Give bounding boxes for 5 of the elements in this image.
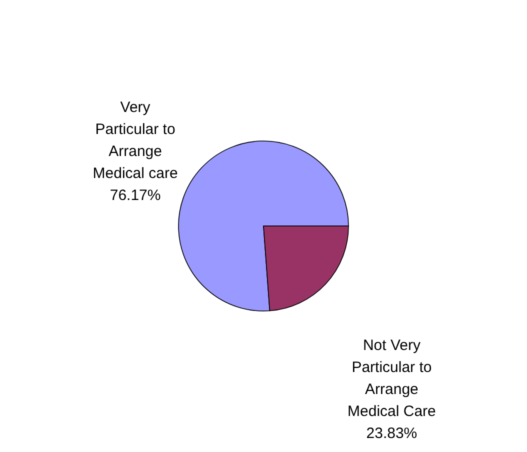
data-label: 76.17%	[110, 186, 161, 204]
slice-label: Not Very Particular to Arrange Medical Care	[348, 337, 436, 420]
data-label: 23.83%	[366, 425, 418, 442]
pie-slice	[178, 140, 349, 312]
slice-label: Very Particular to Arrange Medical care	[92, 98, 178, 182]
